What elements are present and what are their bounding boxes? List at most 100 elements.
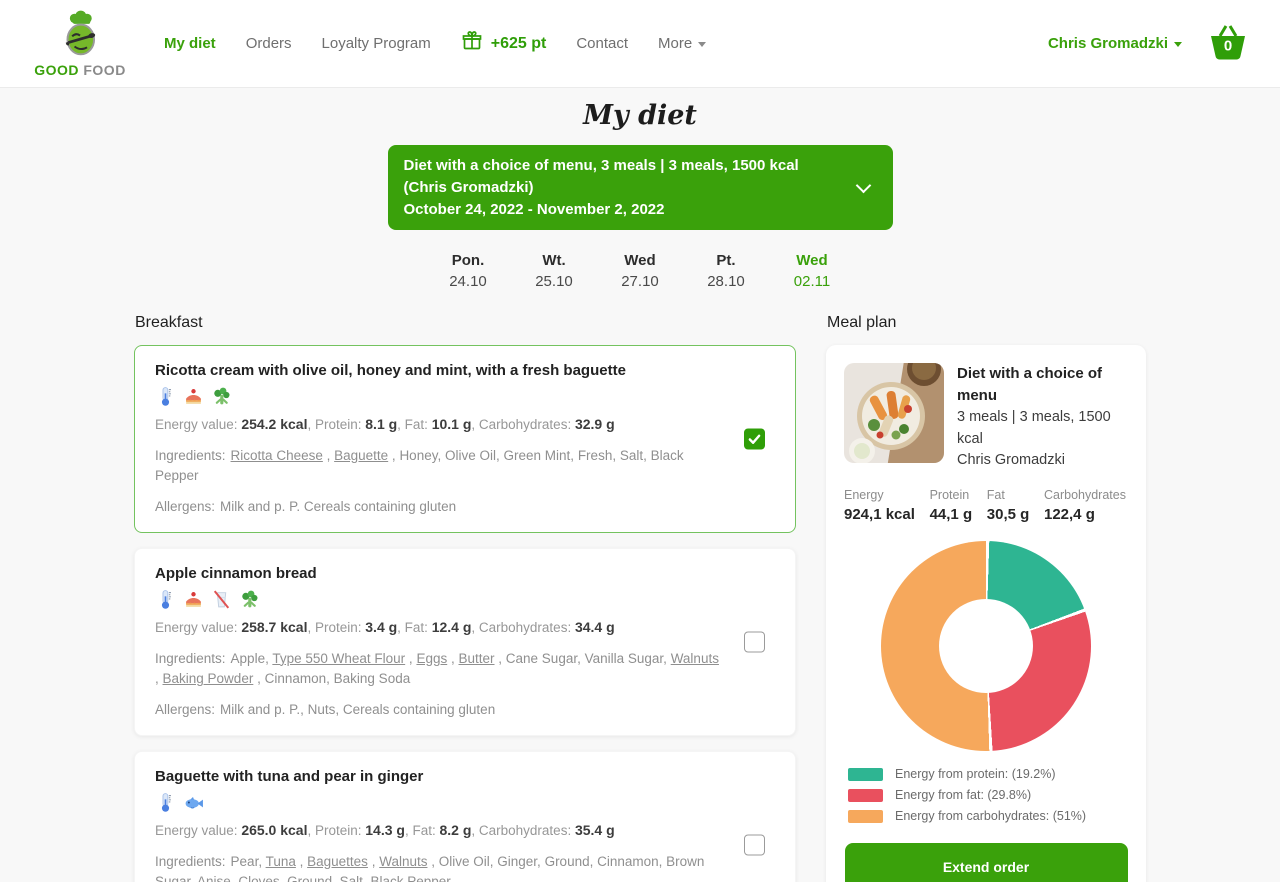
ingredient-text: Olive Oil <box>444 447 496 463</box>
ingredient-text: Olive Oil <box>438 853 490 869</box>
ingredient-text: Cinnamon <box>264 671 327 687</box>
ingredient-link[interactable]: Baking Powder <box>162 671 254 687</box>
meal-ingredients: Ingredients: Pear, Tuna , Baguettes , Wal… <box>155 852 725 882</box>
no-milk-icon <box>211 589 232 611</box>
ingredient-link[interactable]: Walnuts <box>670 650 719 666</box>
day-tab-25-10[interactable]: Wt. 25.10 <box>535 252 573 291</box>
meal-attribute-icons <box>155 589 725 611</box>
meal-card-baguette-tuna[interactable]: Baguette with tuna and pear in ginger En… <box>134 751 796 882</box>
ingredient-text: Vanilla Sugar <box>584 650 664 666</box>
ingredient-text: Salt <box>339 874 363 882</box>
meal-checkbox-checked[interactable] <box>744 428 765 450</box>
cart-button[interactable]: 0 <box>1206 23 1250 65</box>
user-menu[interactable]: Chris Gromadzki <box>1048 35 1182 52</box>
meal-ingredients: Ingredients: Ricotta Cheese , Baguette , … <box>155 447 684 484</box>
carbs-swatch-icon <box>848 809 883 823</box>
plan-subtitle: 3 meals | 3 meals, 1500 kcal <box>957 408 1111 447</box>
ingredient-link[interactable]: Eggs <box>416 650 448 666</box>
day-tabs: Pon. 24.10 Wt. 25.10 Wed 27.10 Pt. 28.10 Wed… <box>0 252 1280 290</box>
chevron-down-icon <box>855 177 871 193</box>
ingredient-text: Anise <box>197 874 231 882</box>
meal-macros: Energy value: 258.7 kcal, Protein: 3.4 g… <box>155 619 615 636</box>
broccoli-icon <box>239 589 260 611</box>
ingredient-text: Apple <box>230 650 266 666</box>
ingredient-link[interactable]: Baguette <box>334 447 389 463</box>
meal-title: Apple cinnamon bread <box>155 565 317 583</box>
nav-right: Chris Gromadzki 0 <box>1048 23 1250 65</box>
ingredient-link[interactable]: Type 550 Wheat Flour <box>272 650 406 666</box>
meal-attribute-icons <box>155 386 725 408</box>
meal-allergens: Allergens: Milk and p. P., Nuts, Cereals … <box>155 702 496 718</box>
cake-icon <box>183 589 204 611</box>
extend-order-button[interactable]: Extend order <box>844 843 1128 882</box>
ingredient-text: Black Pepper <box>370 874 451 882</box>
meal-plan-photo <box>844 363 944 464</box>
ingredient-text: Ground <box>544 853 590 869</box>
meal-card-apple-bread[interactable]: Apple cinnamon bread Energy value: 258.7… <box>134 548 796 737</box>
day-tab-28-10[interactable]: Pt. 28.10 <box>707 252 745 291</box>
nav-loyalty-program[interactable]: Loyalty Program <box>321 35 431 52</box>
meal-plan-heading: Meal plan <box>827 314 897 332</box>
plan-macro-protein: Protein 44,1 g <box>929 488 973 523</box>
meal-title: Baguette with tuna and pear in ginger <box>155 768 424 786</box>
loyalty-points-button[interactable]: +625 pt <box>461 30 546 57</box>
diet-selector-line1: Diet with a choice of menu, 3 meals | 3 … <box>403 157 799 196</box>
ingredient-link[interactable]: Tuna <box>265 853 296 869</box>
meal-plan-card: Diet with a choice of menu 3 meals | 3 m… <box>826 345 1146 882</box>
cart-count-badge: 0 <box>1223 37 1233 55</box>
ingredient-text: Honey <box>399 447 438 463</box>
breakfast-heading: Breakfast <box>135 314 203 332</box>
day-tab-24-10[interactable]: Pon. 24.10 <box>449 252 487 291</box>
chevron-down-icon <box>698 41 707 47</box>
chart-legend: Energy from protein: (19.2%) Energy from… <box>848 767 1128 823</box>
plan-macro-carbs: Carbohydrates 122,4 g <box>1043 488 1126 523</box>
nav-more[interactable]: More <box>658 35 707 52</box>
ingredient-text: Cloves <box>238 874 280 882</box>
ingredient-text: Baking Soda <box>333 671 411 687</box>
macro-donut-chart <box>881 541 1091 751</box>
nav-my-diet[interactable]: My diet <box>164 35 216 52</box>
meal-plan-section: Meal plan <box>826 314 1146 882</box>
chef-mascot-icon <box>55 10 105 63</box>
nav-orders[interactable]: Orders <box>245 35 292 52</box>
main-nav: My diet Orders Loyalty Program +625 pt C… <box>164 30 707 57</box>
plan-macro-fat: Fat 30,5 g <box>986 488 1030 523</box>
breakfast-section: Breakfast Ricotta cream with olive oil, … <box>134 314 796 882</box>
meal-card-ricotta[interactable]: Ricotta cream with olive oil, honey and … <box>134 345 796 534</box>
fat-swatch-icon <box>848 788 883 802</box>
meal-checkbox-unchecked[interactable] <box>744 631 765 653</box>
meal-macros: Energy value: 265.0 kcal, Protein: 14.3 … <box>155 822 615 839</box>
page-title: My diet <box>583 100 697 131</box>
gift-icon <box>461 30 483 57</box>
diet-selector-dropdown[interactable]: Diet with a choice of menu, 3 meals | 3 … <box>387 145 893 231</box>
ingredient-link[interactable]: Walnuts <box>379 853 428 869</box>
meal-ingredients: Ingredients: Apple, Type 550 Wheat Flour … <box>155 650 719 687</box>
ingredient-link[interactable]: Baguettes <box>307 853 368 869</box>
thermometer-icon <box>155 589 176 611</box>
navbar: GOOD FOOD My diet Orders Loyalty Program… <box>0 0 1280 88</box>
legend-item-carbs[interactable]: Energy from carbohydrates: (51%) <box>848 809 1128 823</box>
plan-macros: Energy 924,1 kcal Protein 44,1 g Fat 30,5 g… <box>844 488 1128 523</box>
ingredient-text: Black Pepper <box>155 447 684 484</box>
plan-person: Chris Gromadzki <box>957 452 1065 469</box>
brand-logo[interactable]: GOOD FOOD <box>30 9 130 78</box>
ingredient-text: Green Mint <box>503 447 571 463</box>
ingredient-link[interactable]: Butter <box>458 650 495 666</box>
legend-item-protein[interactable]: Energy from protein: (19.2%) <box>848 767 1128 781</box>
meal-macros: Energy value: 254.2 kcal, Protein: 8.1 g… <box>155 416 615 433</box>
basket-icon <box>1206 24 1250 69</box>
meal-checkbox-unchecked[interactable] <box>744 834 765 856</box>
ingredient-link[interactable]: Ricotta Cheese <box>230 447 323 463</box>
day-tab-27-10[interactable]: Wed 27.10 <box>621 252 659 291</box>
nav-contact[interactable]: Contact <box>576 35 629 52</box>
meal-title: Ricotta cream with olive oil, honey and … <box>155 362 626 380</box>
main-content: My diet Diet with a choice of menu, 3 me… <box>0 88 1280 882</box>
ingredient-text: Cinnamon <box>597 853 659 869</box>
ingredient-text: Cane Sugar <box>505 650 578 666</box>
legend-item-fat[interactable]: Energy from fat: (29.8%) <box>848 788 1128 802</box>
ingredient-text: Ginger <box>497 853 538 869</box>
ingredient-text: Brown Sugar <box>155 853 705 882</box>
brand-name: GOOD FOOD <box>34 62 126 78</box>
ingredient-text: Salt <box>619 447 644 463</box>
day-tab-02-11-active[interactable]: Wed 02.11 <box>793 252 831 291</box>
